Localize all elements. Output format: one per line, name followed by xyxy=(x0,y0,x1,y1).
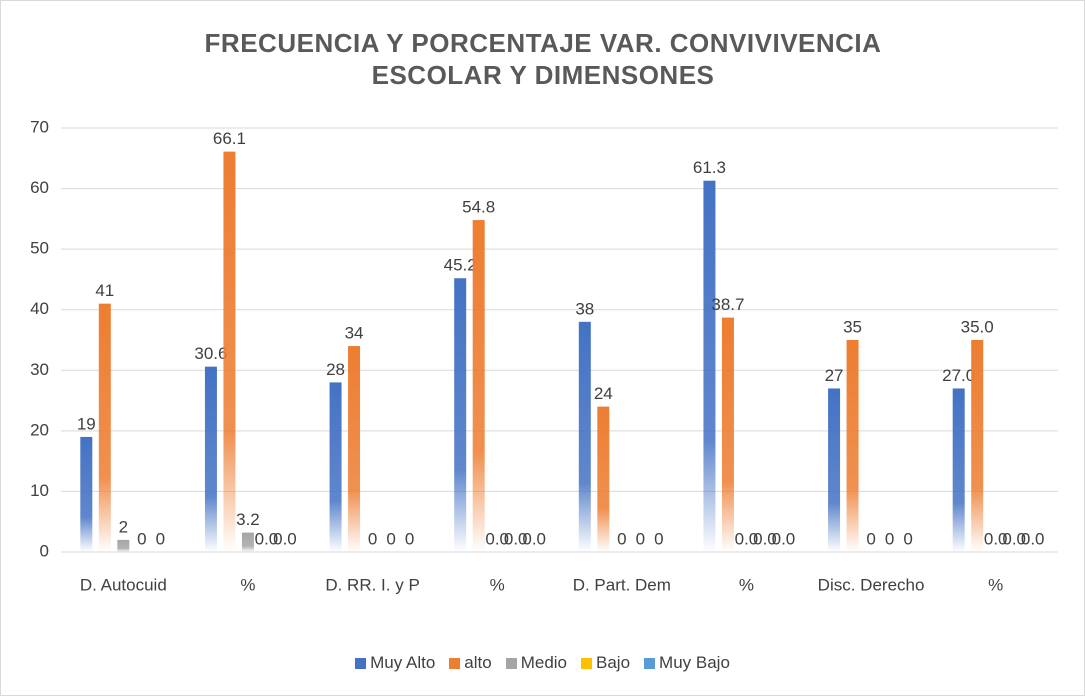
x-tick-label: D. RR. I. y P xyxy=(325,575,419,594)
data-label: 41 xyxy=(95,281,114,300)
legend-label: Muy Alto xyxy=(370,653,436,672)
bar xyxy=(597,406,610,552)
legend-swatch xyxy=(449,657,461,669)
x-tick-label: D. Autocuid xyxy=(80,575,167,594)
data-label: 0.0 xyxy=(735,529,759,548)
bar xyxy=(204,366,217,552)
y-tick-label: 50 xyxy=(30,239,49,258)
data-label: 30.6 xyxy=(194,344,227,363)
data-label: 38 xyxy=(575,299,594,318)
data-label: 0 xyxy=(617,529,626,548)
legend: Muy Alto alto Medio Bajo Muy Bajo xyxy=(1,653,1084,673)
data-label: 38.7 xyxy=(711,295,744,314)
legend-swatch xyxy=(644,657,656,669)
x-tick-label: % xyxy=(988,575,1003,594)
legend-item: Muy Alto xyxy=(355,653,435,673)
data-label: 54.8 xyxy=(462,198,495,217)
legend-item: alto xyxy=(449,653,492,673)
data-label: 19 xyxy=(77,414,96,433)
bar xyxy=(828,388,841,552)
data-label: 35 xyxy=(843,317,862,336)
data-label: 0.0 xyxy=(485,529,509,548)
data-label: 0.0 xyxy=(1021,529,1045,548)
y-tick-label: 0 xyxy=(40,541,49,560)
data-label: 0 xyxy=(866,529,875,548)
data-label: 0.0 xyxy=(522,529,546,548)
data-label: 28 xyxy=(326,360,345,379)
legend-item: Bajo xyxy=(581,653,630,673)
data-label: 27 xyxy=(825,366,844,385)
y-tick-label: 20 xyxy=(30,420,49,439)
x-tick-label: % xyxy=(490,575,505,594)
x-tick-label: % xyxy=(739,575,754,594)
legend-swatch xyxy=(355,657,367,669)
legend-swatch xyxy=(581,657,593,669)
data-label: 0 xyxy=(885,529,894,548)
data-label: 2 xyxy=(119,517,128,536)
bar xyxy=(117,539,130,552)
data-label: 0 xyxy=(654,529,663,548)
data-label: 0 xyxy=(368,529,377,548)
data-label: 3.2 xyxy=(236,510,260,529)
x-tick-label: Disc. Derecho xyxy=(818,575,925,594)
legend-swatch xyxy=(505,657,517,669)
bar xyxy=(703,180,716,552)
data-label: 0.0 xyxy=(1002,529,1026,548)
data-label: 45.2 xyxy=(444,256,477,275)
data-label: 0.0 xyxy=(504,529,528,548)
bar xyxy=(98,303,111,552)
x-tick-label: D. Part. Dem xyxy=(573,575,671,594)
bar xyxy=(329,382,342,552)
bar xyxy=(472,220,485,552)
legend-item: Muy Bajo xyxy=(644,653,730,673)
legend-label: Muy Bajo xyxy=(659,653,730,672)
y-tick-label: 70 xyxy=(30,117,49,136)
data-label: 24 xyxy=(594,384,613,403)
legend-item: Medio xyxy=(505,653,568,673)
bar xyxy=(348,346,361,552)
bar xyxy=(223,151,236,552)
x-tick-label: % xyxy=(240,575,255,594)
y-tick-label: 60 xyxy=(30,178,49,197)
data-label: 0 xyxy=(137,529,146,548)
bar xyxy=(454,278,467,552)
data-label: 0.0 xyxy=(984,529,1008,548)
data-label: 35.0 xyxy=(961,317,994,336)
data-label: 61.3 xyxy=(693,158,726,177)
legend-label: Medio xyxy=(520,653,568,672)
data-label: 27.0 xyxy=(942,366,975,385)
data-label: 0 xyxy=(405,529,414,548)
y-tick-label: 10 xyxy=(30,481,49,500)
data-label: 0 xyxy=(386,529,395,548)
data-label: 0.0 xyxy=(255,529,279,548)
data-label: 0 xyxy=(903,529,912,548)
data-label: 0.0 xyxy=(753,529,777,548)
chart-title: FRECUENCIA Y PORCENTAJE VAR. CONVIVIVENC… xyxy=(204,28,882,90)
legend-label: Bajo xyxy=(596,653,631,672)
data-label: 34 xyxy=(345,324,364,343)
data-label: 0 xyxy=(636,529,645,548)
data-label: 66.1 xyxy=(213,129,246,148)
bar xyxy=(578,321,591,552)
data-label: 0 xyxy=(156,529,165,548)
legend-label: alto xyxy=(464,653,492,672)
bar xyxy=(952,388,965,552)
bar xyxy=(80,436,93,552)
y-tick-label: 40 xyxy=(30,299,49,318)
data-label: 0.0 xyxy=(772,529,796,548)
data-label: 0.0 xyxy=(273,529,297,548)
bar xyxy=(241,532,254,552)
bar xyxy=(846,340,859,552)
bar xyxy=(721,317,734,552)
bar xyxy=(971,340,984,552)
y-tick-label: 30 xyxy=(30,360,49,379)
